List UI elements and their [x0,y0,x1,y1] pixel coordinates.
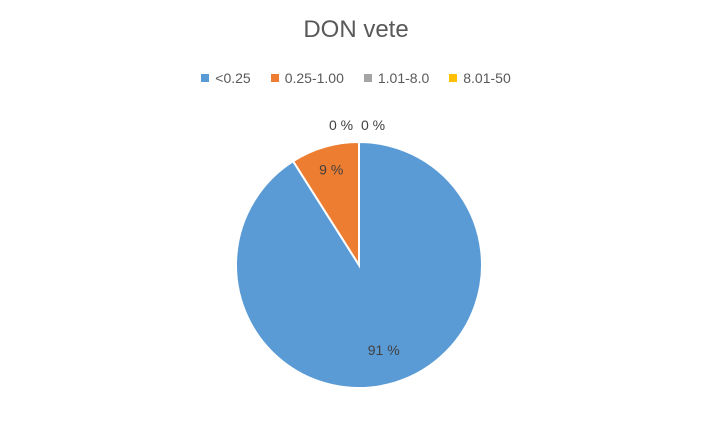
legend-swatch [201,74,210,82]
legend-item-8-01-50: 8.01-50 [449,70,511,86]
legend-label: <0.25 [215,70,251,86]
legend-item-0-25-1-00: 0.25-1.00 [270,70,344,86]
legend-label: 1.01-8.0 [377,70,430,86]
legend-item-1-01-8-0: 1.01-8.0 [363,70,430,86]
data-label-8-01-50: 0 % [361,117,385,133]
legend-item-lt-0-25: <0.25 [201,70,251,86]
data-label-lt-0-25: 91 % [368,342,400,358]
legend-swatch [449,74,458,82]
legend-label: 8.01-50 [463,70,511,86]
data-label-1-01-8-0: 0 % [329,117,353,133]
chart-title: DON vete [303,16,409,43]
legend-swatch [363,74,372,82]
legend-label: 0.25-1.00 [284,70,344,86]
pie-slice-0-25-1-00 [291,140,360,269]
data-label-0-25-1-00: 9 % [319,161,343,177]
legend-swatch [270,74,279,82]
chart-legend: <0.25 0.25-1.00 1.01-8.0 8.01-50 [0,70,712,86]
